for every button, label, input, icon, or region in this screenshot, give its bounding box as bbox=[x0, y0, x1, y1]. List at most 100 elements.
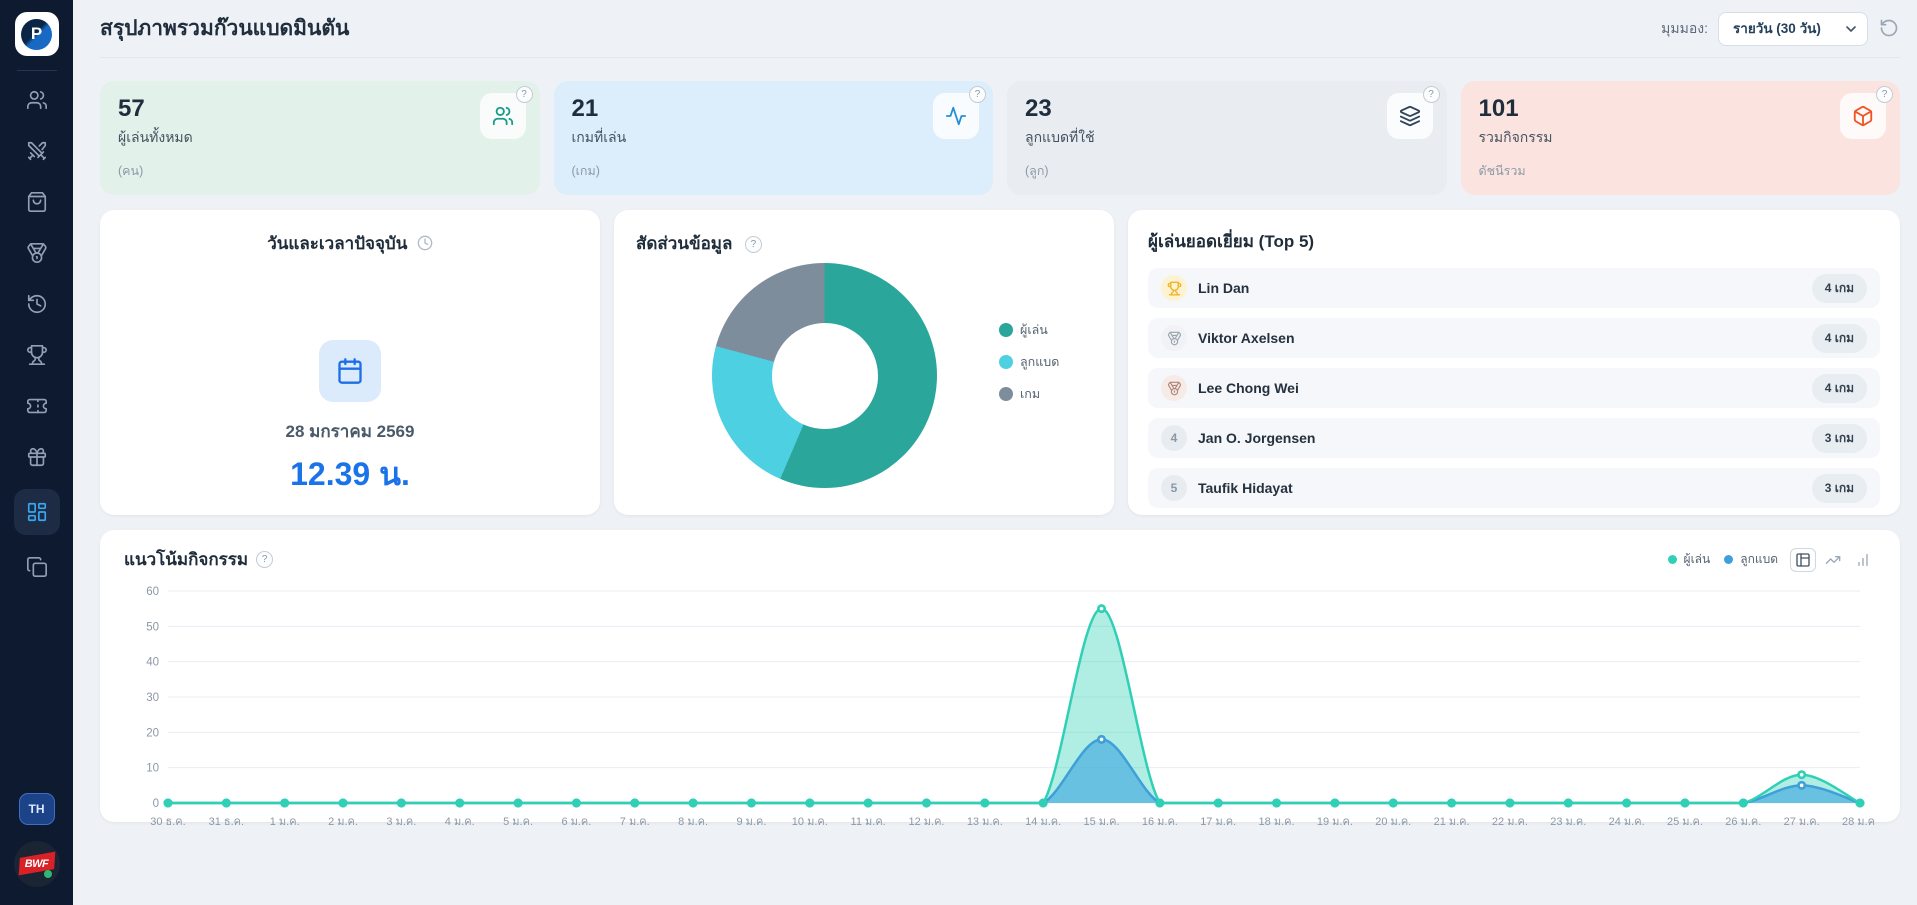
player-name: Viktor Axelsen bbox=[1198, 330, 1295, 346]
chart-toggle-bars[interactable] bbox=[1850, 548, 1876, 572]
x-axis-tick: 6 ม.ค. bbox=[561, 816, 591, 828]
data-point-center bbox=[1099, 737, 1104, 742]
sidebar-item-tickets[interactable] bbox=[15, 387, 59, 425]
player-name: Lin Dan bbox=[1198, 280, 1250, 296]
app-logo[interactable]: P bbox=[14, 12, 59, 56]
sidebar-item-dashboard[interactable] bbox=[13, 489, 60, 535]
player-name: Jan O. Jorgensen bbox=[1198, 430, 1316, 446]
games-count-badge: 3 เกม bbox=[1811, 423, 1867, 453]
table-icon bbox=[1796, 552, 1810, 567]
help-icon[interactable]: ? bbox=[1876, 86, 1893, 103]
player-row: Lin Dan 4 เกม bbox=[1148, 268, 1880, 308]
trend-card-header: แนวโน้มกิจกรรม ? ผู้เล่น ลูกแบด bbox=[124, 546, 1876, 573]
data-point bbox=[688, 798, 698, 808]
legend-item: ลูกแบด bbox=[999, 352, 1059, 372]
datetime-card-header: วันและเวลาปัจจุบัน bbox=[267, 230, 433, 257]
stat-value: 23 bbox=[1025, 95, 1052, 122]
stat-icon-tile: ? bbox=[933, 86, 986, 139]
data-point bbox=[1738, 798, 1748, 808]
sidebar-item-players[interactable] bbox=[15, 81, 59, 119]
top-players-title: ผู้เล่นยอดเยี่ยม (Top 5) bbox=[1148, 232, 1315, 251]
trend-icon bbox=[1825, 555, 1841, 564]
y-axis-tick: 0 bbox=[153, 798, 159, 810]
donut-card-header: สัดส่วนข้อมูล ? bbox=[636, 230, 1092, 257]
legend-label: ผู้เล่น bbox=[1020, 322, 1048, 337]
player-name: Taufik Hidayat bbox=[1198, 480, 1293, 496]
player-row: Lee Chong Wei 4 เกม bbox=[1148, 368, 1880, 408]
help-icon[interactable]: ? bbox=[744, 236, 762, 253]
x-axis-tick: 2 ม.ค. bbox=[328, 816, 358, 828]
header-controls: มุมมอง: รายวัน (30 วัน) bbox=[1661, 11, 1900, 46]
sidebar-bottom: TH BWF bbox=[13, 793, 60, 887]
area-series-1 bbox=[168, 739, 1860, 803]
player-name: Lee Chong Wei bbox=[1198, 380, 1299, 396]
stat-unit: (เกม) bbox=[571, 164, 600, 178]
y-axis-tick: 40 bbox=[146, 657, 159, 669]
view-mode-select[interactable]: รายวัน (30 วัน) bbox=[1718, 11, 1868, 46]
layers-icon bbox=[1399, 105, 1420, 127]
area-series-0 bbox=[168, 608, 1860, 803]
sidebar-nav bbox=[13, 81, 60, 586]
y-axis-tick: 10 bbox=[146, 763, 159, 775]
x-axis-tick: 19 ม.ค. bbox=[1317, 816, 1353, 828]
data-point bbox=[338, 798, 348, 808]
stat-icon-tile: ? bbox=[479, 86, 533, 139]
data-point bbox=[921, 798, 931, 808]
player-row: Viktor Axelsen 4 เกม bbox=[1148, 318, 1880, 358]
dashboard-icon bbox=[27, 502, 46, 522]
games-count-badge: 4 เกม bbox=[1811, 323, 1867, 353]
sidebar-item-reports[interactable] bbox=[15, 548, 59, 586]
y-axis-tick: 30 bbox=[146, 692, 159, 704]
rank-number-badge: 5 bbox=[1161, 475, 1187, 501]
datetime-card: วันและเวลาปัจจุบัน 28 มกราคม 2569 12.39 … bbox=[100, 210, 600, 515]
games-count-badge: 3 เกม bbox=[1811, 473, 1867, 503]
data-point bbox=[280, 798, 290, 808]
legend-dot bbox=[999, 386, 1013, 401]
users-icon bbox=[492, 106, 513, 126]
legend-item: ผู้เล่น bbox=[999, 320, 1059, 340]
refresh-button[interactable] bbox=[1878, 18, 1900, 40]
player-row: 5 Taufik Hidayat 3 เกม bbox=[1148, 468, 1880, 508]
legend-label: ผู้เล่น bbox=[1683, 552, 1711, 566]
stat-card-2: 23 ลูกแบดที่ใช้ (ลูก)? bbox=[1007, 81, 1447, 195]
stat-unit: (คน) bbox=[118, 164, 144, 178]
data-point bbox=[163, 798, 173, 808]
ticket-icon bbox=[26, 398, 47, 414]
chart-toggle-table[interactable] bbox=[1790, 547, 1816, 572]
donut-card: สัดส่วนข้อมูล ? ผู้เล่น ลูกแบด เกม bbox=[614, 210, 1114, 515]
x-axis-tick: 8 ม.ค. bbox=[678, 816, 708, 828]
sidebar-item-tournaments[interactable] bbox=[15, 336, 59, 374]
sidebar-item-shop[interactable] bbox=[15, 183, 59, 221]
y-axis-tick: 50 bbox=[146, 621, 159, 633]
sidebar-divider bbox=[16, 70, 57, 71]
legend-dot bbox=[1724, 555, 1734, 564]
language-button[interactable]: TH bbox=[18, 793, 55, 825]
x-axis-tick: 21 ม.ค. bbox=[1434, 816, 1470, 828]
data-point-center bbox=[1799, 772, 1804, 777]
sidebar-item-matches[interactable] bbox=[15, 132, 59, 170]
shopping-bag-icon bbox=[27, 192, 46, 212]
x-axis-tick: 15 ม.ค. bbox=[1084, 816, 1120, 828]
bwf-logo-dot bbox=[43, 870, 52, 878]
stat-label: ผู้เล่นทั้งหมด bbox=[118, 129, 193, 145]
sidebar-item-rewards[interactable] bbox=[15, 438, 59, 476]
help-icon[interactable]: ? bbox=[1422, 86, 1440, 103]
legend-dot bbox=[1667, 555, 1677, 564]
x-axis-tick: 28 ม.ค. bbox=[1842, 816, 1876, 828]
trend-card: แนวโน้มกิจกรรม ? ผู้เล่น ลูกแบด 0 10 20 30 40… bbox=[100, 530, 1900, 828]
games-count-badge: 4 เกม bbox=[1811, 273, 1867, 303]
sidebar: P TH BWF bbox=[0, 0, 73, 905]
sidebar-item-history[interactable] bbox=[15, 285, 59, 323]
help-icon[interactable]: ? bbox=[969, 86, 986, 103]
help-icon[interactable]: ? bbox=[515, 86, 533, 103]
legend-item: ลูกแบด bbox=[1724, 550, 1778, 569]
x-axis-tick: 30 ธ.ค. bbox=[150, 816, 185, 828]
help-icon[interactable]: ? bbox=[256, 551, 274, 568]
donut-card-title: สัดส่วนข้อมูล bbox=[636, 234, 733, 253]
history-icon bbox=[27, 294, 46, 314]
x-axis-tick: 18 ม.ค. bbox=[1259, 816, 1295, 828]
chart-toggle-trend[interactable] bbox=[1820, 548, 1846, 572]
y-axis-tick: 20 bbox=[146, 727, 159, 739]
sidebar-item-medals[interactable] bbox=[15, 234, 59, 272]
x-axis-tick: 31 ธ.ค. bbox=[209, 816, 244, 828]
